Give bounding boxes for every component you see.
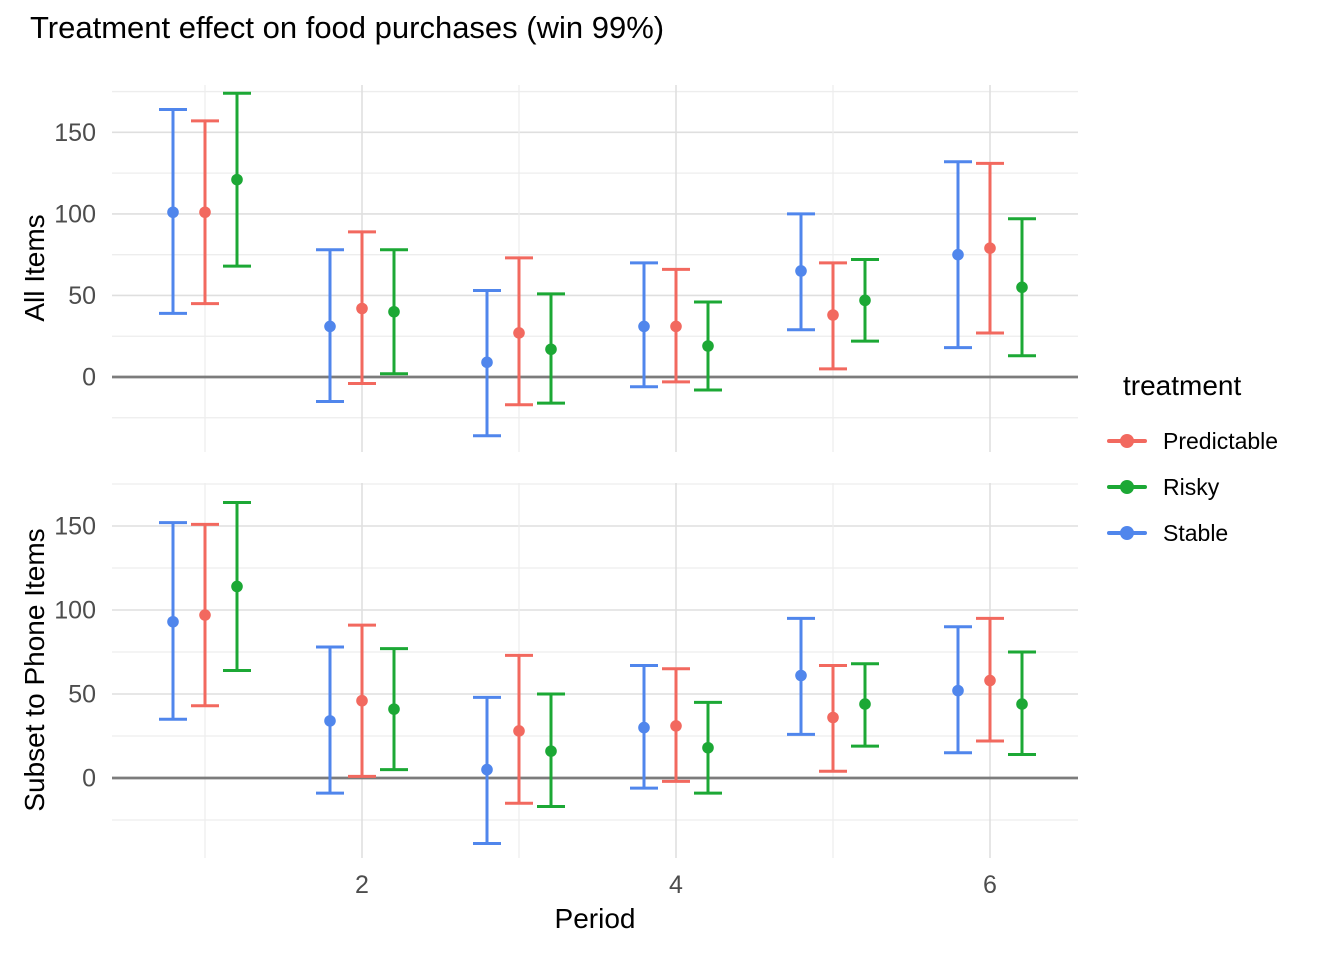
x-tick-label: 6	[983, 871, 997, 899]
point-risky-period-6	[1016, 698, 1028, 710]
legend-label-predictable: Predictable	[1163, 427, 1279, 454]
point-stable-period-1	[167, 615, 179, 628]
point-risky-period-3	[545, 343, 557, 356]
point-stable-period-5	[795, 669, 807, 682]
y-tick-label: 50	[68, 282, 96, 310]
point-stable-period-5	[795, 265, 807, 277]
point-risky-period-1	[231, 173, 243, 186]
point-risky-period-4	[702, 741, 714, 754]
point-predictable-period-5	[827, 309, 839, 321]
point-stable-period-4	[638, 320, 650, 333]
legend-label-risky: Risky	[1163, 473, 1220, 500]
point-risky-period-4	[702, 340, 714, 352]
point-risky-period-6	[1016, 281, 1028, 294]
legend-label-stable: Stable	[1163, 519, 1229, 546]
point-predictable-period-3	[513, 725, 525, 737]
point-risky-period-2	[388, 305, 400, 318]
y-tick-label: 0	[82, 765, 96, 793]
point-risky-period-3	[545, 745, 557, 757]
legend-title: treatment	[1123, 370, 1242, 401]
legend-item-stable: Stable	[1107, 510, 1342, 556]
point-predictable-period-1	[199, 609, 211, 621]
point-stable-period-2	[324, 320, 336, 333]
facet-label-all-items: All Items	[19, 214, 50, 321]
point-stable-period-3	[481, 763, 493, 776]
point-predictable-period-2	[356, 694, 368, 707]
point-stable-period-1	[167, 206, 179, 219]
y-tick-label: 0	[82, 364, 96, 392]
point-stable-period-2	[324, 715, 336, 727]
predictable-pointrange-icon	[1107, 433, 1147, 449]
point-predictable-period-1	[199, 206, 211, 219]
y-tick-label: 50	[68, 681, 96, 709]
point-predictable-period-5	[827, 711, 839, 724]
stable-pointrange-icon	[1107, 525, 1147, 541]
point-predictable-period-6	[984, 674, 996, 687]
point-predictable-period-2	[356, 302, 368, 315]
point-risky-period-2	[388, 703, 400, 715]
point-stable-period-4	[638, 721, 650, 734]
panel-subset-phone-items: 0 50 100 150 2 4 6	[54, 483, 1078, 899]
legend-item-predictable: Predictable	[1107, 418, 1342, 464]
legend-item-risky: Risky	[1107, 464, 1342, 510]
chart-title: Treatment effect on food purchases (win …	[30, 10, 665, 45]
point-risky-period-5	[859, 294, 871, 307]
y-tick-label: 150	[54, 513, 96, 541]
point-predictable-period-4	[670, 720, 682, 732]
point-predictable-period-3	[513, 327, 525, 339]
point-risky-period-5	[859, 698, 871, 710]
panel-all-items: 0 50 100 150	[54, 85, 1078, 452]
point-stable-period-6	[952, 684, 964, 697]
risky-pointrange-icon	[1107, 479, 1147, 495]
point-predictable-period-6	[984, 242, 996, 254]
x-tick-label: 2	[355, 871, 369, 899]
legend: treatment Predictable Risky Stable	[1107, 370, 1342, 556]
point-predictable-period-4	[670, 320, 682, 333]
facet-label-subset-phone-items: Subset to Phone Items	[19, 528, 50, 811]
point-stable-period-3	[481, 356, 493, 369]
point-stable-period-6	[952, 248, 964, 261]
y-tick-label: 100	[54, 597, 96, 625]
y-tick-label: 150	[54, 119, 96, 147]
y-tick-label: 100	[54, 200, 96, 228]
x-axis-title: Period	[555, 903, 636, 934]
x-tick-label: 4	[669, 871, 683, 899]
point-risky-period-1	[231, 580, 243, 593]
